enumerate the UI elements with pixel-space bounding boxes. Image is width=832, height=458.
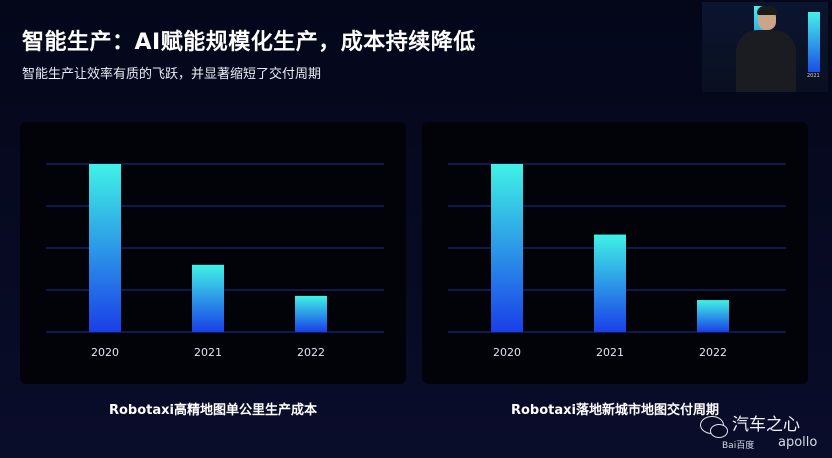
chart-cost-title: Robotaxi高精地图单公里生产成本 [108,403,317,418]
bar-2022 [295,295,327,332]
chart-cost-svg: 2020 2021 2022 [46,163,384,359]
page-subtitle: 智能生产让效率有质的飞跃，并显著缩短了交付周期 [22,67,322,82]
x-tick-label: 2021 [194,346,222,359]
presenter-body [736,30,796,92]
x-tick-label: 2022 [699,346,727,359]
bar-2022 [697,300,729,332]
presenter-screen-bar [808,12,820,72]
watermark-logo: 汽车之心 Bai百度 apollo [700,410,830,454]
presenter-video: 2021 [702,2,828,92]
baidu-logo: Bai百度 [722,441,755,451]
chart-panel-cost: 2020 2021 2022 [20,122,406,384]
wechat-bubble-icon [710,424,728,438]
page-title: 智能生产：AI赋能规模化生产，成本持续降低 [22,30,476,55]
bar-2020 [89,164,121,332]
chart-cycle-title: Robotaxi落地新城市地图交付周期 [510,403,719,418]
chart-panel-cycle: 2020 2021 2022 [422,122,808,384]
bar-2020 [491,164,523,332]
x-tick-label: 2022 [297,346,325,359]
brand-name: 汽车之心 [732,415,800,435]
bar-2021 [594,234,626,332]
bar-2021 [192,264,224,332]
chart-cycle-svg: 2020 2021 2022 [448,163,786,359]
x-tick-label: 2021 [596,346,624,359]
presenter-screen-year: 2021 [807,73,820,79]
apollo-logo: apollo [778,435,818,450]
x-tick-label: 2020 [493,346,521,359]
x-tick-label: 2020 [91,346,119,359]
presenter-hair [757,6,777,15]
